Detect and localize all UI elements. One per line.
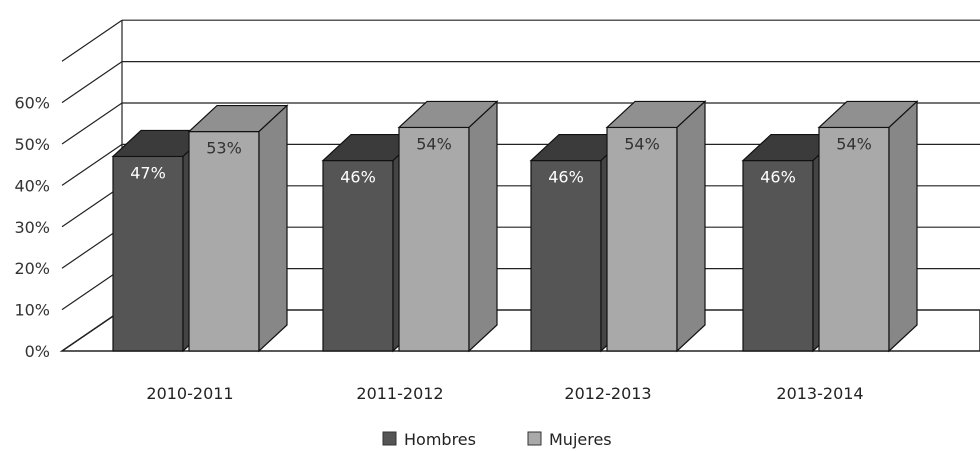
wall-diagonal: [61, 185, 123, 228]
bar-side: [258, 104, 288, 353]
bar-side: [888, 100, 918, 353]
x-tick-label: 2010-2011: [146, 384, 233, 403]
legend-label: Hombres: [404, 430, 476, 449]
bar-side: [676, 100, 706, 353]
wall-diagonal: [61, 309, 123, 352]
bar-mujeres-2012-2013: 54%: [605, 100, 707, 353]
y-tick-label: 0%: [25, 342, 50, 361]
data-label: 53%: [206, 139, 242, 158]
wall-diagonal: [61, 226, 123, 269]
bar-side: [468, 100, 498, 353]
y-tick-label: 30%: [14, 218, 50, 237]
bar-mujeres-2011-2012: 54%: [397, 100, 499, 353]
bar-front: [818, 126, 890, 352]
data-label: 47%: [130, 163, 166, 182]
bar-mujeres-2013-2014: 54%: [817, 100, 919, 353]
wall-diagonal: [61, 19, 123, 62]
wall-diagonal: [61, 143, 123, 186]
x-axis: 2010-2011 2011-2012 2012-2013 2013-2014: [146, 384, 863, 403]
legend-swatch: [382, 431, 397, 446]
bar-front: [530, 159, 602, 352]
legend-item-mujeres: Mujeres: [527, 430, 612, 449]
bar-front: [188, 130, 260, 352]
y-axis: 0% 10% 20% 30% 40% 50% 60%: [14, 94, 50, 361]
legend-label: Mujeres: [549, 430, 612, 449]
x-tick-label: 2011-2012: [356, 384, 443, 403]
bar-front: [742, 159, 814, 352]
data-label: 54%: [836, 134, 872, 153]
x-tick-label: 2012-2013: [564, 384, 651, 403]
bar-mujeres-2010-2011: 53%: [187, 104, 289, 353]
legend-item-hombres: Hombres: [382, 430, 476, 449]
bar-front: [398, 126, 470, 352]
bars: 47% 53% 46% 54% 46% 54% 46% 54%: [111, 100, 919, 353]
x-tick-label: 2013-2014: [776, 384, 863, 403]
bar-front: [322, 159, 394, 352]
data-label: 54%: [624, 134, 660, 153]
y-tick-label: 60%: [14, 94, 50, 113]
y-tick-label: 10%: [14, 301, 50, 320]
wall-diagonal: [61, 102, 123, 145]
data-label: 46%: [760, 168, 796, 187]
y-tick-label: 40%: [14, 176, 50, 195]
data-label: 46%: [548, 168, 584, 187]
wall-diagonal: [61, 61, 123, 104]
wall-diagonal: [61, 268, 123, 311]
bar-front: [606, 126, 678, 352]
data-label: 54%: [416, 134, 452, 153]
legend-swatch: [527, 431, 542, 446]
y-tick-label: 50%: [14, 135, 50, 154]
y-tick-label: 20%: [14, 259, 50, 278]
data-label: 46%: [340, 168, 376, 187]
legend: Hombres Mujeres: [382, 430, 612, 449]
bar-front: [112, 155, 184, 352]
